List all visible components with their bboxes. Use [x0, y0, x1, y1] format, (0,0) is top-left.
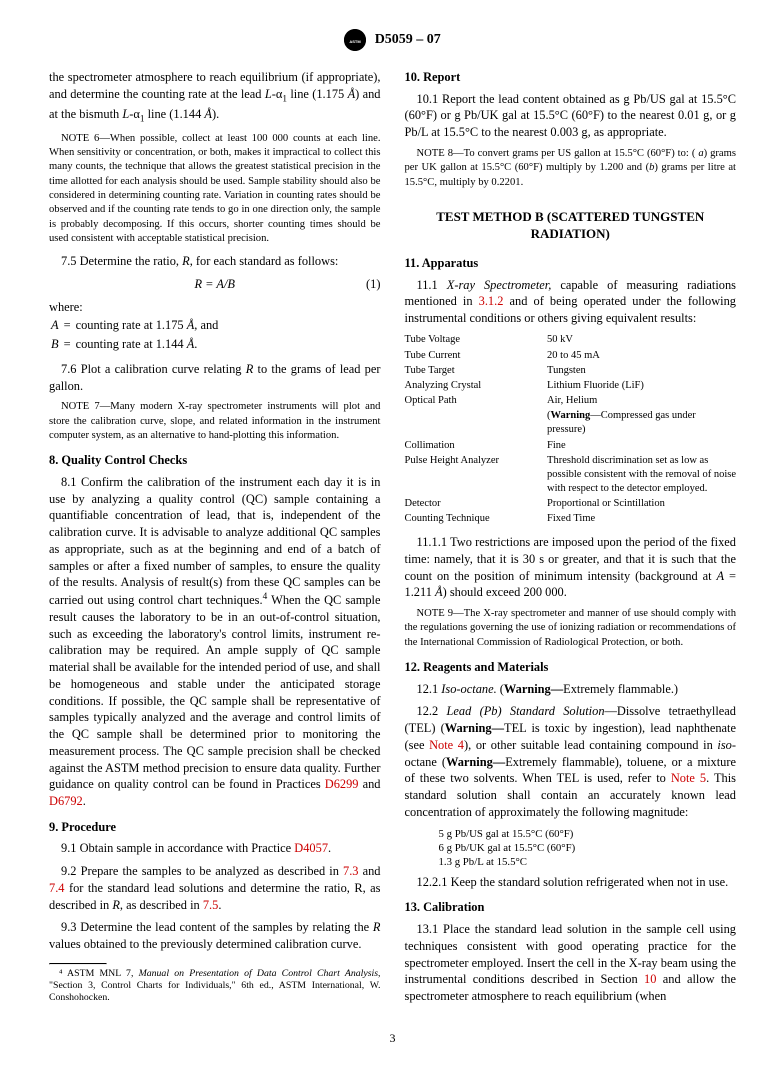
concentration-list: 5 g Pb/US gal at 15.5°C (60°F)6 g Pb/UK …	[439, 827, 737, 869]
para-9-3: 9.3 Determine the lead content of the sa…	[49, 919, 381, 952]
note-8: NOTE 8—To convert grams per US gallon at…	[405, 147, 737, 190]
heading-8: 8. Quality Control Checks	[49, 452, 381, 469]
note-6: NOTE 6—When possible, collect at least 1…	[49, 132, 381, 246]
footnote-4: ⁴ ASTM MNL 7, Manual on Presentation of …	[49, 968, 381, 1005]
heading-12: 12. Reagents and Materials	[405, 659, 737, 676]
list-item: 1.3 g Pb/L at 15.5°C	[439, 855, 737, 869]
para-12-1: 12.1 Iso-octane. (Warning—Extremely flam…	[405, 681, 737, 698]
link-note-4[interactable]: Note 4	[429, 738, 464, 752]
method-b-heading: TEST METHOD B (SCATTERED TUNGSTEN RADIAT…	[405, 208, 737, 243]
doc-number: D5059 – 07	[375, 32, 441, 47]
para-11-1: 11.1 X-ray Spectrometer, capable of meas…	[405, 277, 737, 327]
table-row: Pulse Height AnalyzerThreshold discrimin…	[405, 453, 737, 497]
note-7: NOTE 7—Many modern X-ray spectrometer in…	[49, 400, 381, 443]
page-header: ASTM D5059 – 07	[49, 29, 736, 51]
para-12-2-1: 12.2.1 Keep the standard solution refrig…	[405, 874, 737, 891]
table-row: Tube Current20 to 45 mA	[405, 348, 737, 363]
table-row: Tube TargetTungsten	[405, 363, 737, 378]
para-7-4-cont: the spectrometer atmosphere to reach equ…	[49, 69, 381, 126]
para-9-1: 9.1 Obtain sample in accordance with Pra…	[49, 840, 381, 857]
heading-13: 13. Calibration	[405, 899, 737, 916]
para-7-5: 7.5 Determine the ratio, R, for each sta…	[49, 253, 381, 270]
para-11-1-1: 11.1.1 Two restrictions are imposed upon…	[405, 534, 737, 601]
where-label: where:	[49, 299, 381, 316]
para-8-1: 8.1 Confirm the calibration of the instr…	[49, 474, 381, 810]
table-row: Counting TechniqueFixed Time	[405, 512, 737, 527]
link-7-4[interactable]: 7.4	[49, 881, 65, 895]
link-3-1-2[interactable]: 3.1.2	[479, 294, 504, 308]
note-9: NOTE 9—The X-ray spectrometer and manner…	[405, 607, 737, 650]
table-row: Optical PathAir, Helium	[405, 394, 737, 409]
heading-9: 9. Procedure	[49, 819, 381, 836]
where-table: A=counting rate at 1.175 Å, and B=counti…	[49, 315, 223, 354]
heading-11: 11. Apparatus	[405, 255, 737, 272]
para-7-6: 7.6 Plot a calibration curve relating R …	[49, 361, 381, 394]
link-section-10[interactable]: 10	[644, 972, 656, 986]
link-D6792[interactable]: D6792	[49, 794, 83, 808]
heading-10: 10. Report	[405, 69, 737, 86]
equation-1: R = A/B(1)	[49, 276, 381, 293]
page-number: 3	[49, 1030, 736, 1046]
para-13-1: 13.1 Place the standard lead solution in…	[405, 921, 737, 1005]
table-row: Analyzing CrystalLithium Fluoride (LiF)	[405, 378, 737, 393]
list-item: 6 g Pb/UK gal at 15.5°C (60°F)	[439, 841, 737, 855]
table-row: DetectorProportional or Scintillation	[405, 497, 737, 512]
para-10-1: 10.1 Report the lead content obtained as…	[405, 91, 737, 141]
footnote-rule	[49, 963, 107, 965]
link-note-5[interactable]: Note 5	[671, 771, 706, 785]
link-7-3[interactable]: 7.3	[343, 864, 359, 878]
table-row: (Warning—Compressed gas under pressure)	[405, 409, 737, 438]
para-9-2: 9.2 Prepare the samples to be analyzed a…	[49, 863, 381, 913]
para-12-2: 12.2 Lead (Pb) Standard Solution—Dissolv…	[405, 703, 737, 820]
table-row: CollimationFine	[405, 438, 737, 453]
link-D4057[interactable]: D4057	[294, 841, 328, 855]
instrument-conditions-table: Tube Voltage50 kVTube Current20 to 45 mA…	[405, 333, 737, 527]
link-7-5[interactable]: 7.5	[203, 898, 219, 912]
astm-logo: ASTM	[344, 29, 366, 51]
svg-text:ASTM: ASTM	[350, 39, 362, 44]
list-item: 5 g Pb/US gal at 15.5°C (60°F)	[439, 827, 737, 841]
table-row: Tube Voltage50 kV	[405, 333, 737, 348]
link-D6299[interactable]: D6299	[325, 777, 359, 791]
